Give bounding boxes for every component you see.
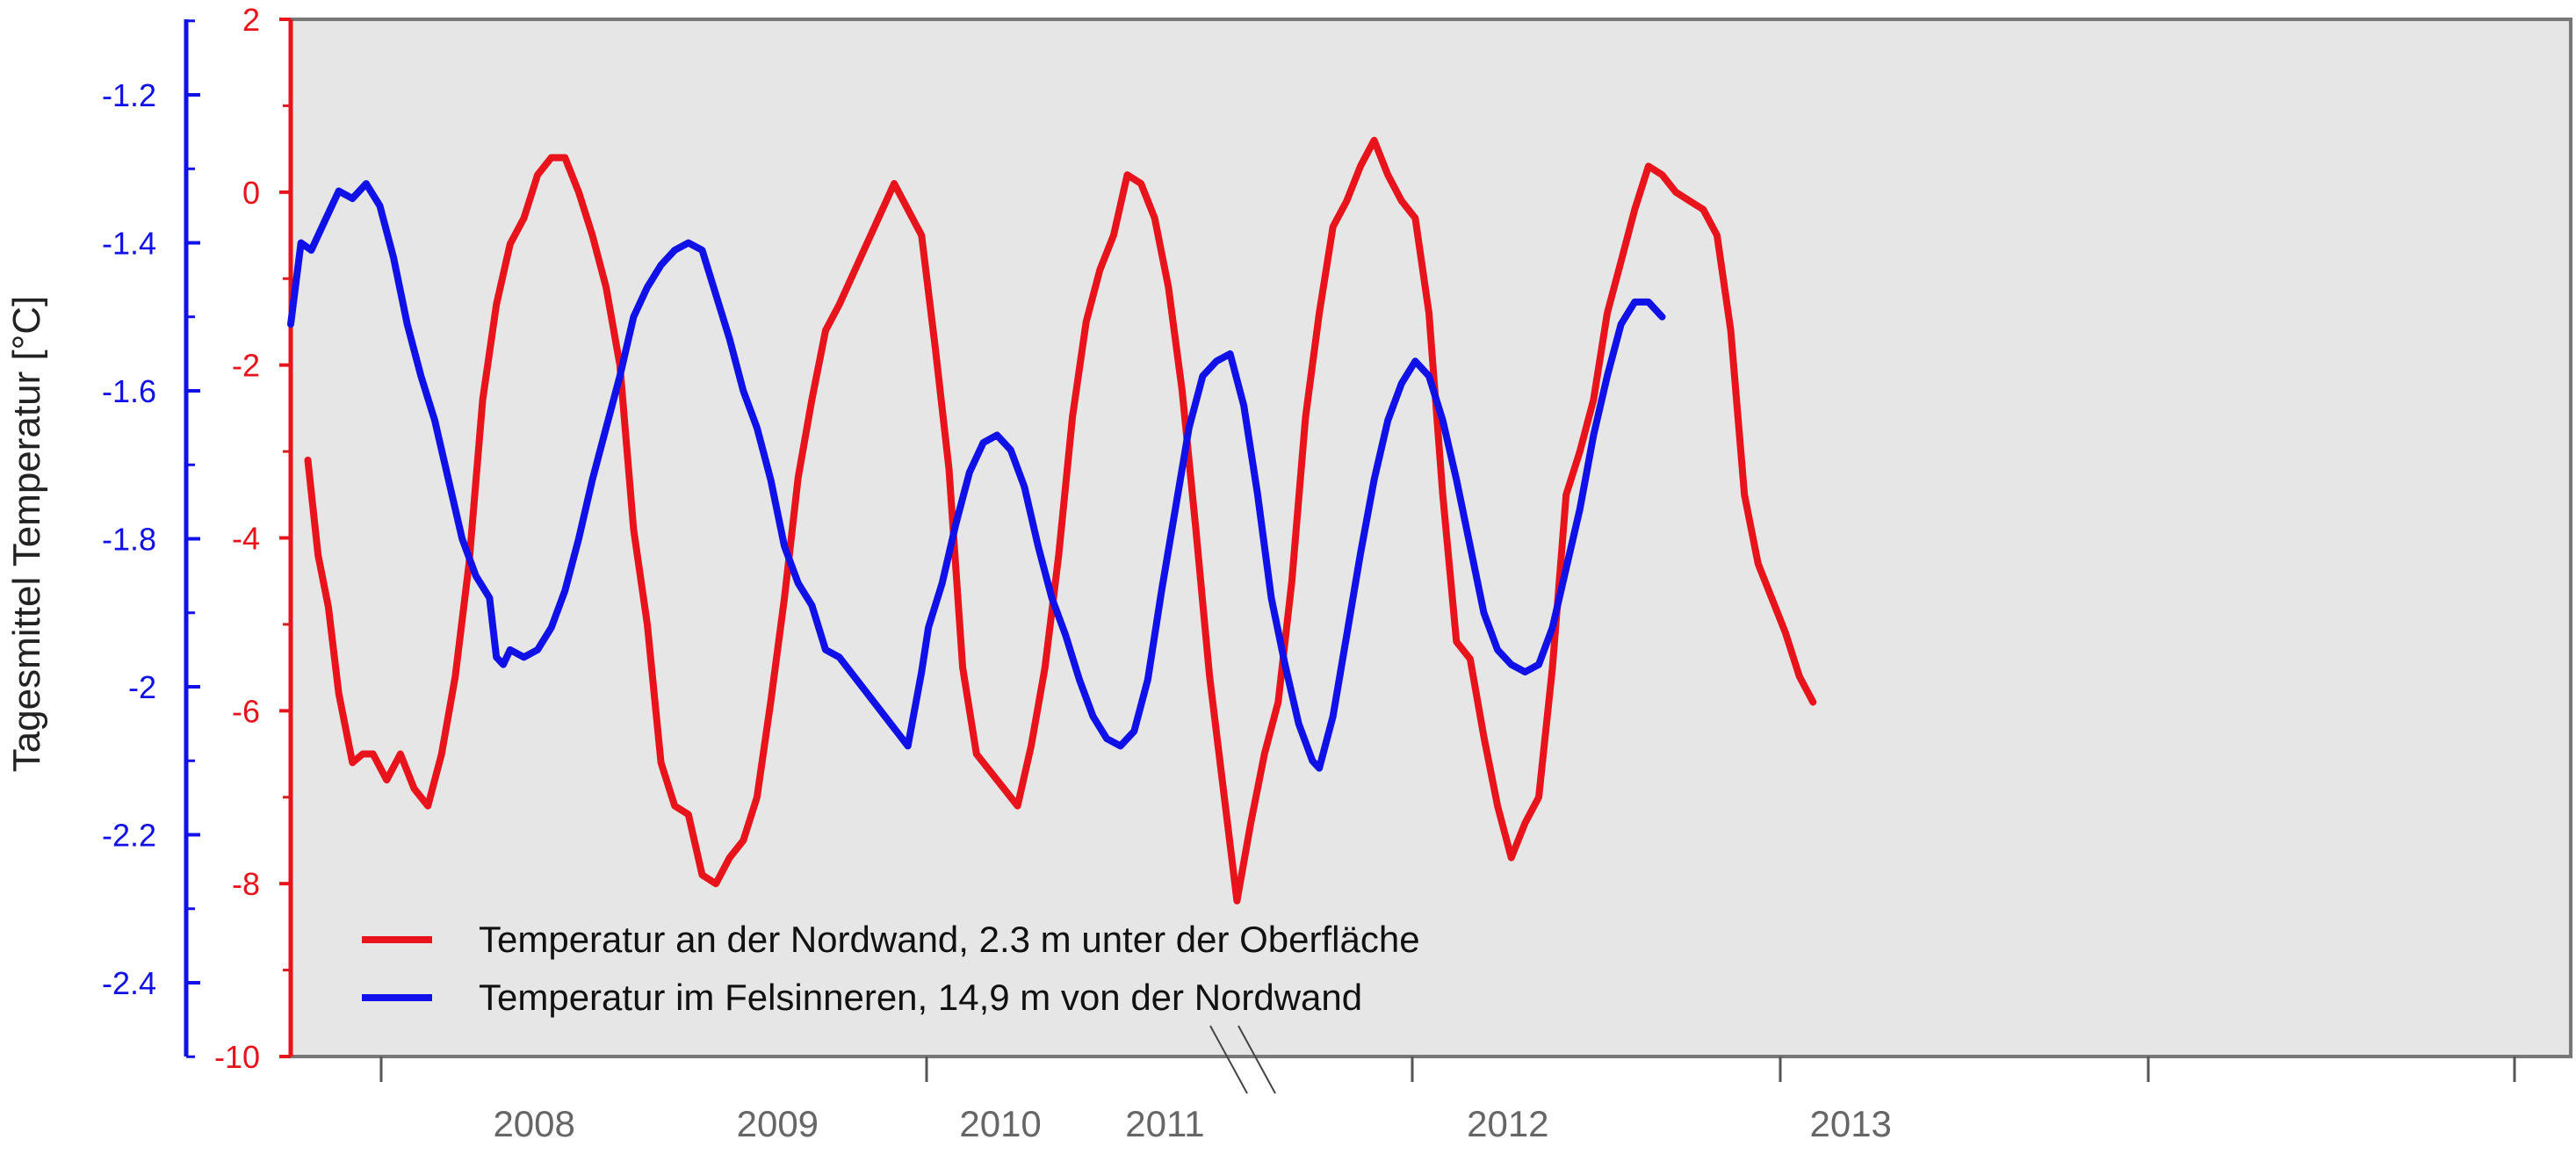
red-tick-label: -4 [232,521,260,557]
x-tick-label: 2009 [737,1103,819,1144]
x-tick-label: 2013 [1809,1103,1891,1144]
blue-y-axis-ticks: -1.2 -1.4 -1.6 -1.8 -2 -2.2 -2.4 [102,19,200,1058]
blue-tick-label: -2.2 [102,818,156,854]
red-tick-label: -8 [232,866,260,902]
red-tick-label: -6 [232,693,260,729]
y-axis-label: Tagesmittel Temperatur [°C] [5,296,48,773]
series-line-nordwand [304,136,1817,905]
red-tick-label: -2 [232,348,260,384]
x-tick-label: 2008 [493,1103,574,1144]
plot-area [289,18,2572,1058]
axis-break-mark-1 [1209,1025,1248,1094]
legend: Temperatur an der Nordwand, 2.3 m unter … [362,919,1420,1018]
red-tick-label: -10 [214,1039,260,1075]
red-tick-label: 2 [242,2,260,38]
blue-tick-label: -1.2 [102,77,156,113]
x-tick-label: 2011 [1125,1103,1204,1144]
red-tick-label: 0 [242,175,260,211]
legend-label-nordwand: Temperatur an der Nordwand, 2.3 m unter … [479,919,1420,960]
legend-label-felsinneren: Temperatur im Felsinneren, 14,9 m von de… [479,977,1362,1018]
red-y-axis-ticks: 2 0 -2 -4 -6 -8 -10 [214,2,291,1075]
x-tick-label: 2010 [959,1103,1041,1144]
blue-tick-label: -1.6 [102,373,156,409]
axis-break-mark-2 [1237,1025,1276,1094]
blue-tick-label: -1.8 [102,522,156,558]
blue-tick-label: -2 [128,669,156,705]
x-axis-ticks: 2008 2009 2010 2011 2012 2013 [379,1057,2516,1144]
series-line-felsinneren [287,180,1666,772]
x-tick-label: 2012 [1467,1103,1548,1144]
blue-tick-label: -1.4 [102,226,156,262]
blue-tick-label: -2.4 [102,965,156,1001]
